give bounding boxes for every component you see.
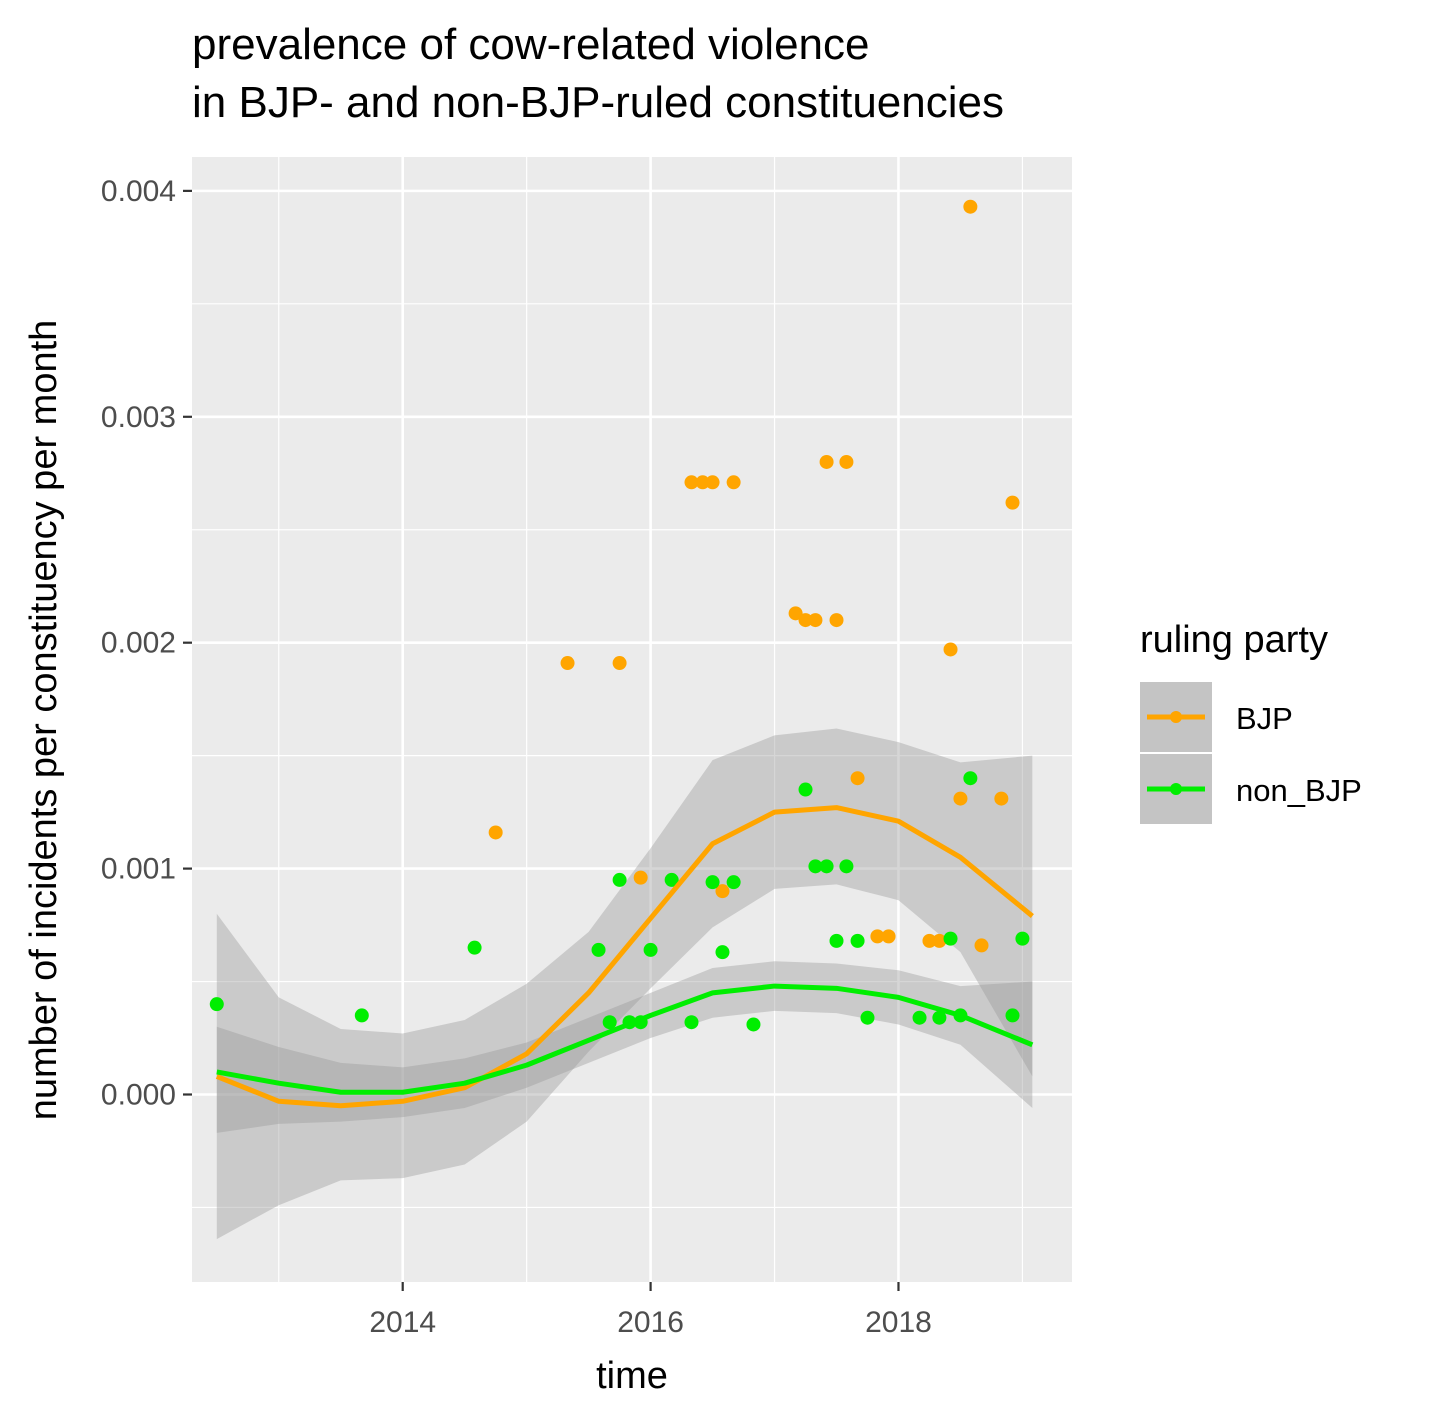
point-BJP	[808, 613, 823, 628]
legend-key-bjp-point	[1170, 711, 1182, 723]
point-BJP	[953, 791, 968, 806]
point-BJP	[726, 475, 741, 490]
point-non_BJP	[726, 875, 741, 890]
point-non_BJP	[591, 942, 606, 957]
legend: ruling party BJP non_BJP	[1140, 619, 1362, 824]
point-BJP	[829, 613, 844, 628]
point-non_BJP	[829, 933, 844, 948]
point-BJP	[488, 825, 503, 840]
point-BJP	[881, 929, 896, 944]
point-non_BJP	[643, 942, 658, 957]
point-non_BJP	[209, 997, 224, 1012]
x-tick-label: 2014	[369, 1306, 436, 1339]
point-non_BJP	[798, 782, 813, 797]
point-non_BJP	[819, 859, 834, 874]
x-tick-label: 2018	[865, 1306, 932, 1339]
legend-title: ruling party	[1140, 619, 1328, 661]
point-BJP	[705, 475, 720, 490]
point-non_BJP	[839, 859, 854, 874]
point-non_BJP	[860, 1010, 875, 1025]
point-non_BJP	[1005, 1008, 1020, 1023]
point-BJP	[612, 656, 627, 671]
axes: 2014 2016 2018 0.000 0.001 0.002 0.003 0.004	[101, 175, 932, 1339]
point-BJP	[870, 929, 885, 944]
ribbon-BJP	[216, 728, 1033, 1240]
point-BJP	[922, 933, 937, 948]
point-non_BJP	[467, 940, 482, 955]
point-non_BJP	[684, 1015, 699, 1030]
point-BJP	[1005, 495, 1020, 510]
y-tick-label: 0.003	[101, 401, 176, 434]
point-non_BJP	[963, 771, 978, 786]
point-BJP	[684, 475, 699, 490]
point-non_BJP	[943, 931, 958, 946]
point-BJP	[943, 642, 958, 657]
point-BJP	[788, 606, 803, 621]
y-tick-label: 0.004	[101, 175, 176, 208]
point-BJP	[798, 613, 813, 628]
point-non_BJP	[746, 1017, 761, 1032]
point-BJP	[633, 870, 648, 885]
grid-lines	[192, 157, 1072, 1282]
point-non_BJP	[808, 859, 823, 874]
y-tick-label: 0.002	[101, 627, 176, 660]
point-BJP	[560, 656, 575, 671]
y-tick-label: 0.001	[101, 853, 176, 886]
point-non_BJP	[932, 1010, 947, 1025]
point-BJP	[819, 454, 834, 469]
point-non_BJP	[705, 875, 720, 890]
point-BJP	[932, 933, 947, 948]
point-BJP	[839, 454, 854, 469]
point-non_BJP	[664, 872, 679, 887]
legend-label-bjp: BJP	[1236, 701, 1293, 736]
smooth-line-non_BJP	[216, 983, 1034, 1095]
point-non_BJP	[354, 1008, 369, 1023]
point-non_BJP	[612, 872, 627, 887]
point-non_BJP	[850, 933, 865, 948]
point-non_BJP	[715, 945, 730, 960]
point-BJP	[974, 938, 989, 953]
x-tick-label: 2016	[617, 1306, 684, 1339]
point-non_BJP	[1015, 931, 1030, 946]
point-BJP	[695, 475, 710, 490]
point-non_BJP	[602, 1015, 617, 1030]
point-BJP	[850, 771, 865, 786]
y-axis-label: number of incidents per constituency per…	[23, 320, 65, 1121]
legend-key-non-bjp-point	[1170, 783, 1182, 795]
point-BJP	[963, 199, 978, 214]
chart-title-line-2: in BJP- and non-BJP-ruled constituencies	[192, 78, 1004, 127]
chart-title-line-1: prevalence of cow-related violence	[192, 20, 870, 69]
y-tick-label: 0.000	[101, 1079, 176, 1112]
point-BJP	[994, 791, 1009, 806]
smooth-line-BJP	[215, 805, 1034, 1109]
legend-label-non-bjp: non_BJP	[1236, 773, 1362, 808]
smooth-lines	[215, 805, 1034, 1109]
point-non_BJP	[912, 1010, 927, 1025]
point-BJP	[715, 884, 730, 899]
x-axis-label: time	[596, 1355, 668, 1397]
